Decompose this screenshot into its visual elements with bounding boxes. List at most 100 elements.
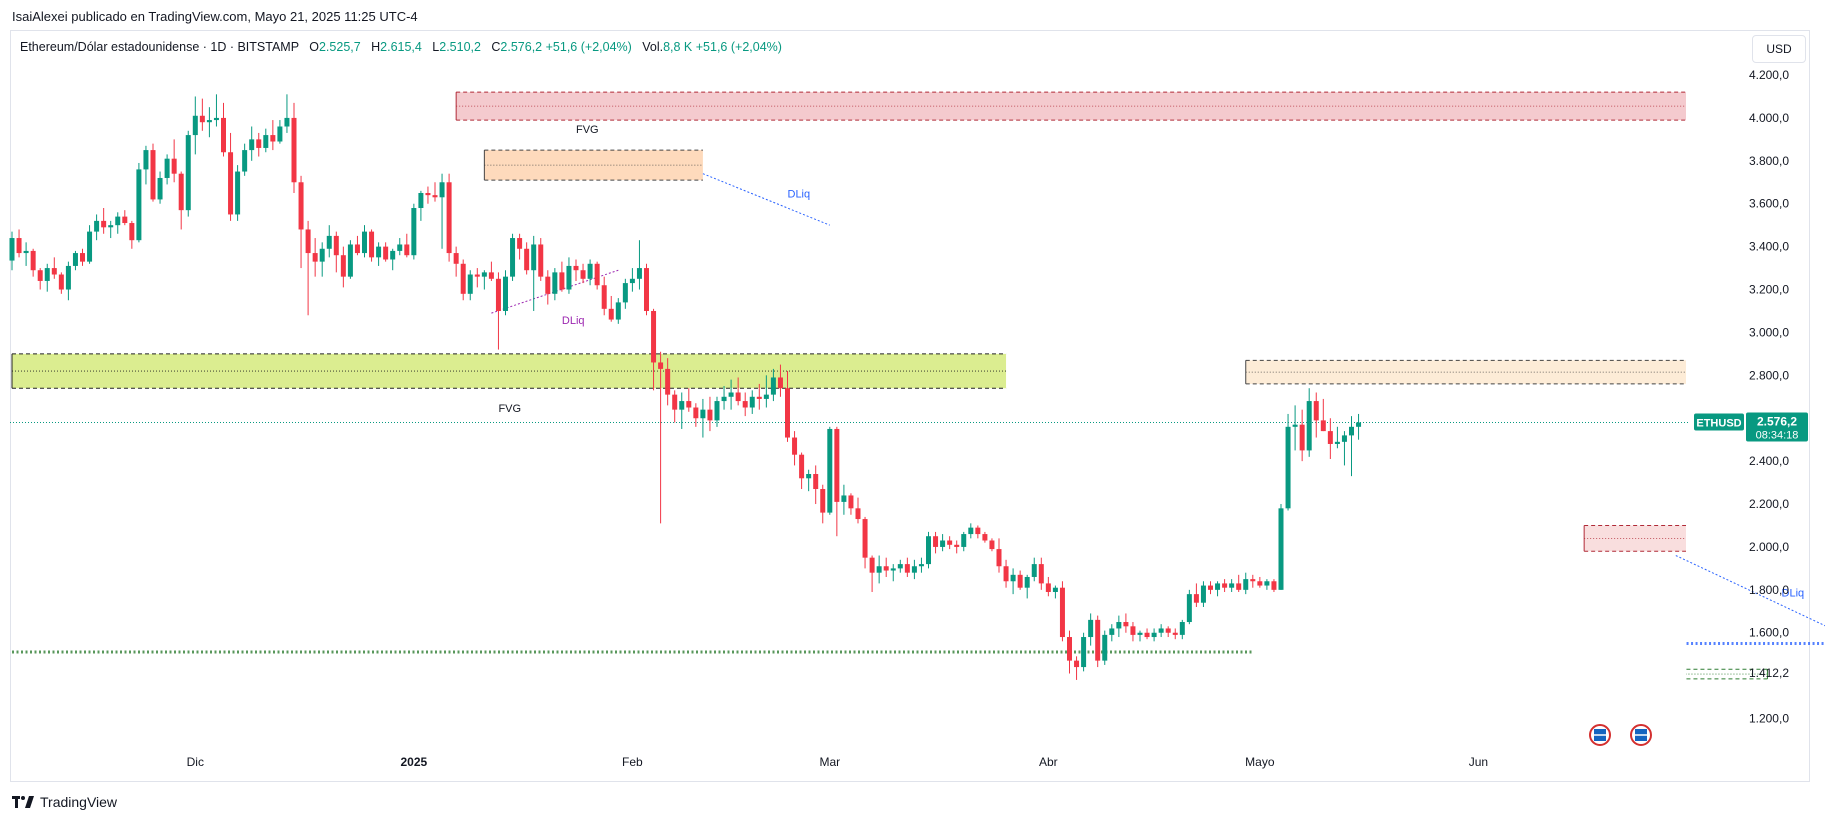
y-tick-label: 1.412,2 — [1749, 666, 1789, 680]
candle-body — [291, 117, 297, 183]
candle-body — [129, 223, 135, 241]
candle-body — [918, 564, 924, 567]
candle-body — [164, 158, 170, 178]
candle-body — [481, 272, 487, 277]
candle-body — [1193, 594, 1199, 603]
candle-body — [397, 244, 403, 251]
candle-body — [622, 283, 628, 303]
high-label: H — [371, 40, 381, 54]
candle-body — [933, 536, 939, 547]
y-tick-label: 3.800,0 — [1749, 154, 1789, 168]
currency-button[interactable]: USD — [1752, 35, 1806, 63]
candle-body — [453, 253, 459, 264]
symbol-tag — [1694, 413, 1744, 431]
candle-body — [474, 274, 480, 277]
candle-body — [629, 278, 635, 284]
candle-body — [284, 117, 290, 127]
candle-body — [707, 409, 713, 421]
candle-body — [1320, 420, 1326, 432]
candle-body — [150, 150, 156, 200]
candle-body — [1144, 632, 1150, 638]
candle-body — [340, 255, 346, 277]
candle-body — [362, 231, 367, 254]
annotation-label: DLiq — [1782, 587, 1805, 599]
candle-body — [446, 182, 452, 254]
candle-body — [552, 272, 558, 294]
candle-body — [1186, 594, 1192, 623]
candle-body — [319, 248, 325, 262]
candle-body — [904, 564, 910, 573]
candle-body — [947, 540, 953, 545]
currency-label: USD — [1766, 42, 1792, 56]
tradingview-logo[interactable]: TradingView — [12, 794, 117, 810]
candle-body — [1243, 579, 1249, 590]
candle-body — [1264, 581, 1270, 586]
candle-body — [1067, 637, 1072, 661]
candle-body — [531, 244, 537, 271]
candle-body — [728, 392, 734, 397]
candle-body — [785, 388, 790, 438]
candle-body — [347, 244, 353, 277]
tradingview-logo-icon — [12, 796, 34, 808]
candle-body — [827, 428, 833, 513]
candle-body — [1356, 422, 1362, 427]
candle-body — [1292, 424, 1298, 427]
symbol-name[interactable]: Ethereum/Dólar estadounidense · 1D · BIT… — [20, 40, 299, 54]
candle-body — [157, 177, 163, 200]
y-tick-label: 3.000,0 — [1749, 325, 1789, 339]
candle-body — [467, 274, 473, 294]
candle-body — [1158, 628, 1164, 633]
candle-body — [1081, 637, 1087, 668]
publish-caption: IsaiAlexei publicado en TradingView.com,… — [12, 9, 418, 24]
zone-supply-top — [456, 92, 1686, 121]
brand-name: TradingView — [40, 794, 118, 810]
volume-value: 8,8 K — [663, 40, 693, 54]
candle-body — [1222, 583, 1228, 588]
candle-body — [1250, 579, 1256, 582]
last-price-label: 2.576,2 — [1757, 415, 1797, 429]
candle-body — [1095, 619, 1101, 661]
candle-body — [488, 272, 494, 279]
y-tick-label: 1.200,0 — [1749, 712, 1789, 726]
volume-label: Vol. — [642, 40, 664, 54]
candle-body — [30, 250, 36, 271]
y-tick-label: 4.200,0 — [1749, 68, 1789, 82]
zone-fvg-green — [12, 353, 1007, 389]
symbol-legend: Ethereum/Dólar estadounidense · 1D · BIT… — [20, 40, 782, 54]
candle-body — [996, 549, 1002, 567]
y-tick-label: 2.800,0 — [1749, 368, 1789, 382]
candle-body — [524, 248, 530, 271]
candle-body — [756, 396, 762, 399]
x-tick-label: Feb — [622, 755, 643, 769]
candle-body — [1327, 431, 1333, 444]
candle-body — [1236, 583, 1242, 590]
candle-body — [1257, 581, 1263, 586]
candle-body — [44, 268, 50, 281]
candle-body — [369, 231, 375, 258]
open-value: 2.525,7 — [318, 40, 361, 54]
candle-body — [1278, 508, 1284, 590]
candle-body — [495, 278, 501, 311]
candle-body — [1038, 564, 1044, 584]
candle-body — [439, 182, 445, 198]
candle-body — [94, 220, 100, 232]
candle-body — [763, 394, 769, 399]
close-label: C — [491, 40, 501, 54]
symbol-tag-label: ETHUSD — [1696, 418, 1741, 430]
candle-body — [876, 566, 882, 573]
candle-body — [221, 117, 226, 153]
candle-body — [249, 139, 255, 151]
candle-body — [982, 534, 988, 541]
candle-body — [770, 377, 776, 395]
candle-body — [820, 489, 826, 513]
candle-body — [333, 235, 339, 256]
candle-body — [1031, 564, 1037, 577]
y-tick-label: 4.000,0 — [1749, 111, 1789, 125]
candle-body — [742, 401, 748, 408]
candle-body — [1137, 632, 1143, 635]
candle-body — [37, 270, 43, 281]
candle-body — [199, 115, 205, 123]
candle-body — [235, 171, 241, 215]
candle-body — [926, 536, 931, 565]
